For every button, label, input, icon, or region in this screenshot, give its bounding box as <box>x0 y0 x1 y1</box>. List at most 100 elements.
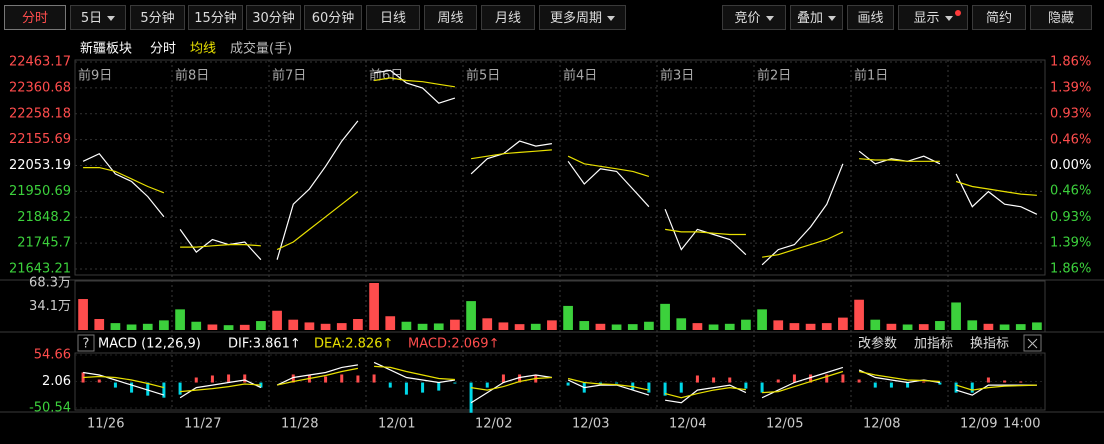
macd-bar <box>776 379 780 383</box>
toolbar-button[interactable]: 60分钟 <box>304 5 362 30</box>
macd-bar <box>1003 380 1007 383</box>
button-label[interactable]: 画线 <box>857 11 884 26</box>
button-label[interactable]: 30分钟 <box>252 11 295 26</box>
toolbar-button[interactable]: 分时 <box>4 5 66 30</box>
macd-bar <box>922 381 926 383</box>
dif-line <box>373 361 455 384</box>
button-label[interactable]: 简约 <box>985 11 1012 26</box>
volume-bar <box>967 320 978 330</box>
volume-bar <box>773 320 784 330</box>
volume-bar <box>417 323 428 330</box>
y-tick-label: 22155.69 <box>9 132 71 147</box>
button-label[interactable]: 分时 <box>21 11 48 26</box>
avg-line <box>374 77 455 88</box>
toolbar-button[interactable]: 隐藏 <box>1030 5 1092 30</box>
volume-bar <box>741 319 751 330</box>
toolbar-button[interactable]: 画线 <box>847 5 894 30</box>
volume-bar <box>935 321 945 330</box>
volume-bar <box>805 323 816 330</box>
macd-bar <box>873 382 877 388</box>
macd-bar <box>324 376 328 383</box>
macd-bar <box>97 379 101 383</box>
y2-tick-label: 1.39% <box>1050 81 1091 96</box>
volume-bar <box>482 318 493 330</box>
macd-bar <box>469 382 473 413</box>
volume-bar <box>838 317 848 330</box>
button-label[interactable]: 周线 <box>437 11 464 26</box>
volume-bar <box>611 324 622 330</box>
macd-button[interactable]: 改参数 <box>858 336 897 352</box>
macd-bar <box>81 372 85 383</box>
volume-tick-label: 34.1万 <box>29 299 71 314</box>
x-tick-label: 12/02 <box>475 417 512 432</box>
button-label[interactable]: 日线 <box>379 11 406 26</box>
time-label: 14:00 <box>1003 417 1040 432</box>
volume-bar <box>191 321 202 330</box>
macd-bar <box>986 377 990 383</box>
button-label[interactable]: 叠加 <box>796 11 823 26</box>
toolbar-button[interactable]: 竞价 <box>722 5 786 30</box>
toolbar-button[interactable]: 5日 <box>70 5 126 30</box>
toolbar-button[interactable]: 15分钟 <box>188 5 243 30</box>
day-label: 前4日 <box>563 68 597 84</box>
volume-bar <box>692 323 703 330</box>
button-label[interactable]: 月线 <box>494 11 521 26</box>
close-icon[interactable] <box>1027 338 1038 349</box>
macd-bar <box>906 382 910 388</box>
macd-button[interactable]: 加指标 <box>914 337 953 352</box>
macd-bar <box>566 382 570 386</box>
day-label: 前1日 <box>854 68 888 84</box>
y2-tick-label: 0.93% <box>1050 210 1091 225</box>
dea-line <box>471 376 552 391</box>
y-tick-label: 22053.19 <box>9 158 71 173</box>
macd-tick-label: -50.54 <box>29 401 71 416</box>
y2-tick-label: 0.93% <box>1050 106 1091 121</box>
help-icon[interactable]: ? <box>83 337 90 352</box>
macd-bar <box>404 382 408 395</box>
volume-bar <box>595 323 606 330</box>
button-label[interactable]: 隐藏 <box>1047 11 1074 26</box>
help-box[interactable] <box>77 334 95 352</box>
button-label[interactable]: 竞价 <box>734 11 761 26</box>
toolbar-button[interactable]: 30分钟 <box>246 5 301 30</box>
toolbar-button[interactable]: 简约 <box>972 5 1026 30</box>
macd-bar <box>760 382 764 393</box>
macd-bar <box>970 382 974 393</box>
day-label: 前6日 <box>369 68 403 84</box>
avg-line <box>955 180 1037 196</box>
volume-bar <box>433 323 444 330</box>
y2-tick-label: 1.86% <box>1050 262 1091 277</box>
volume-bar <box>644 321 654 330</box>
volume-bar <box>450 319 460 330</box>
button-label[interactable]: 显示 <box>913 11 940 26</box>
y2-tick-label: 0.46% <box>1050 132 1091 147</box>
close-box[interactable] <box>1023 334 1042 352</box>
macd-button[interactable]: 换指标 <box>970 337 1009 352</box>
button-label[interactable]: 更多周期 <box>549 11 602 26</box>
macd-bar <box>695 375 699 383</box>
toolbar-button[interactable]: 显示 <box>898 5 968 30</box>
macd-bar <box>340 374 344 383</box>
button-label[interactable]: 60分钟 <box>311 11 355 26</box>
toolbar-button[interactable]: 更多周期 <box>539 5 626 30</box>
x-tick-label: 12/01 <box>378 417 415 432</box>
x-tick-label: 12/08 <box>863 417 900 432</box>
toolbar-button[interactable]: 月线 <box>481 5 535 30</box>
volume-bar <box>708 324 719 330</box>
y-tick-label: 22360.68 <box>9 80 71 95</box>
macd-bar <box>792 374 796 383</box>
button-label[interactable]: 5分钟 <box>140 11 175 26</box>
avg-line <box>180 244 261 248</box>
volume-bar <box>530 323 541 330</box>
button-label[interactable]: 15分钟 <box>194 11 237 26</box>
button-label[interactable]: 5日 <box>80 11 103 26</box>
dea-label: DEA:2.826↑ <box>314 337 393 352</box>
volume-bar <box>660 303 670 330</box>
toolbar-button[interactable]: 叠加 <box>790 5 843 30</box>
macd-bar <box>421 382 425 393</box>
toolbar-button[interactable]: 日线 <box>366 5 420 30</box>
macd-bar <box>809 374 813 383</box>
toolbar-button[interactable]: 周线 <box>424 5 477 30</box>
toolbar-button[interactable]: 5分钟 <box>130 5 185 30</box>
